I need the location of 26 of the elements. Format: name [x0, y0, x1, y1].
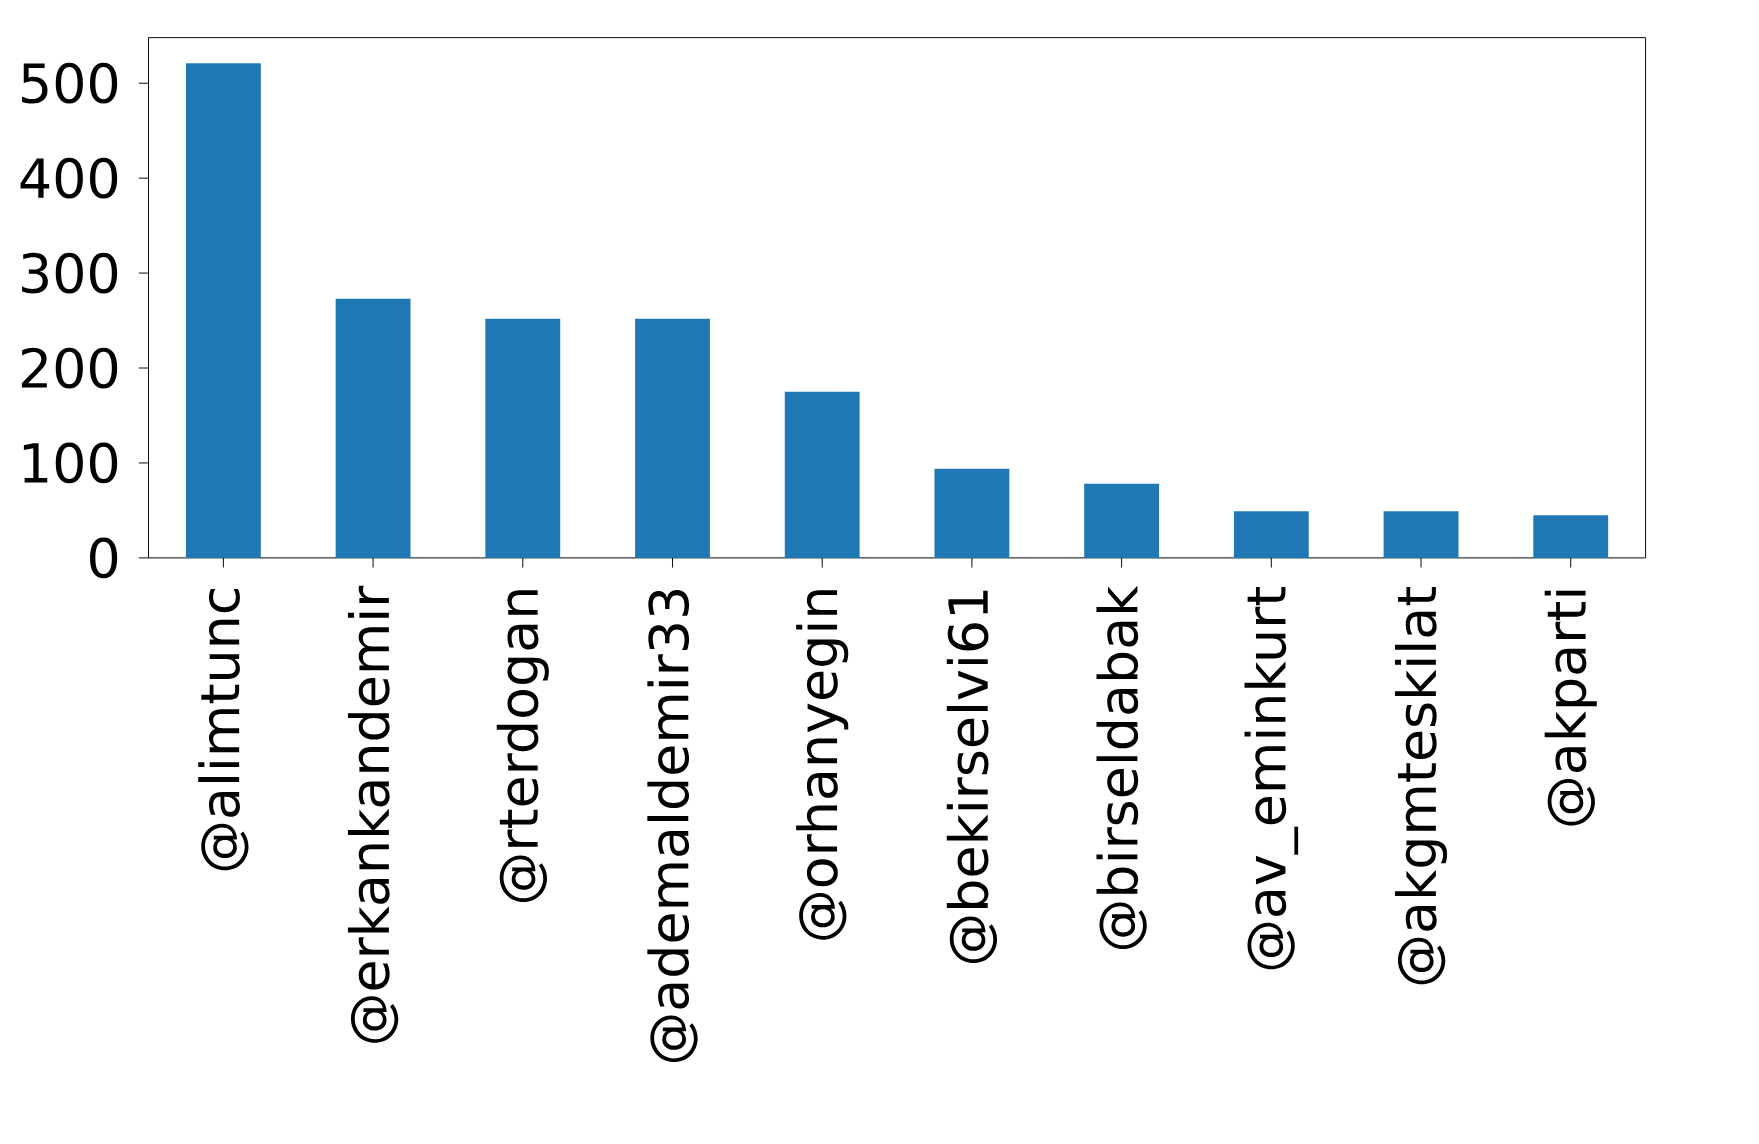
x-tick-label: @erkankandemir	[347, 585, 399, 1043]
x-tick-label: @akparti	[1544, 590, 1597, 826]
x-tick-label: @rterdogan	[496, 590, 549, 903]
bar	[635, 318, 710, 558]
bar	[1084, 483, 1160, 558]
x-tick-label: @av_eminkurt	[1244, 587, 1299, 970]
y-tick-label: 0	[90, 537, 118, 579]
bar	[1383, 511, 1459, 558]
y-tick-label: 400	[20, 157, 118, 199]
x-tick-label: @orhanyegin	[796, 590, 849, 940]
bar	[1233, 511, 1309, 558]
y-tick-label: 200	[21, 347, 118, 389]
bar	[335, 298, 411, 558]
y-tick-label: 300	[22, 252, 118, 294]
x-tick-label: @alimtunc	[198, 589, 249, 871]
bar	[1533, 515, 1609, 558]
bar	[485, 318, 561, 558]
x-tick-label: @birseldabak	[1096, 585, 1147, 950]
x-tick-label: @bekirselvi61	[946, 590, 998, 964]
bar	[934, 468, 1010, 558]
y-tick-label: 100	[23, 442, 118, 484]
x-tick-label: @ademaldemir33	[647, 590, 698, 1063]
bar	[185, 63, 261, 558]
bar	[784, 391, 860, 558]
x-tick-label: @akgmteskilat	[1394, 587, 1448, 985]
y-tick-label: 500	[22, 62, 118, 104]
